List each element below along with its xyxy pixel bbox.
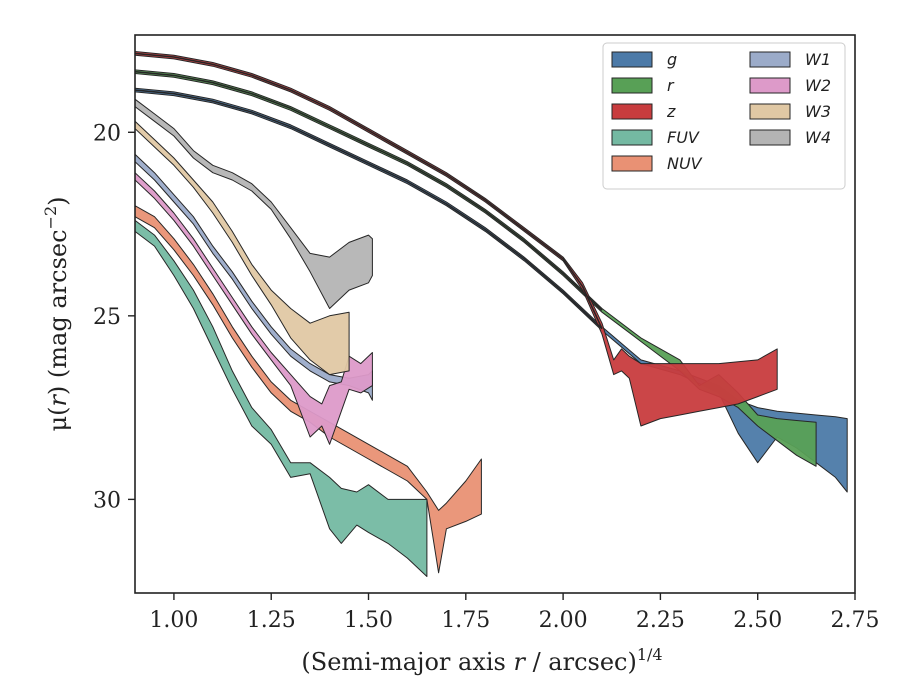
x-tick-label: 1.50 (344, 608, 393, 633)
legend: grz FUV NUV W1 W2 W3 W4 (602, 42, 846, 190)
profile-lines (135, 52, 603, 330)
y-axis-label: μ(r) (mag arcsec−2) (41, 196, 72, 431)
x-axis: 1.00 1.25 1.50 1.75 2.00 2.25 2.50 2.75 (149, 593, 879, 633)
profile-line-z (135, 52, 603, 330)
legend-swatch-w2 (749, 77, 791, 94)
profile-line-g (135, 89, 603, 330)
y-tick-label: 30 (93, 488, 121, 513)
x-axis-label: (Semi-major axis r / arcsec)1/4 (301, 645, 662, 676)
band-nuv (135, 205, 482, 574)
legend-label-nuv: NUV (667, 154, 703, 173)
legend-label-w1: W1 (805, 50, 831, 69)
x-tick-label: 1.25 (247, 608, 296, 633)
x-tick-label: 2.50 (733, 608, 782, 633)
band-w1 (135, 153, 373, 401)
band-z (135, 51, 778, 427)
legend-label-r: r (667, 76, 675, 95)
legend-swatch-fuv (611, 129, 653, 146)
band-g (135, 87, 848, 493)
legend-swatch-w1 (749, 51, 791, 68)
legend-swatch-nuv (611, 155, 653, 172)
legend-label-g: g (667, 50, 677, 69)
legend-label-z: z (666, 102, 676, 121)
y-axis: 20 25 30 (93, 121, 135, 513)
legend-swatch-w4 (749, 129, 791, 146)
x-tick-label: 2.00 (539, 608, 588, 633)
legend-swatch-w3 (749, 103, 791, 120)
band-w3 (135, 120, 350, 376)
x-tick-label: 1.75 (441, 608, 490, 633)
legend-swatch-r (611, 77, 653, 94)
legend-label-fuv: FUV (667, 128, 700, 147)
band-w4 (135, 98, 373, 309)
legend-swatch-g (611, 51, 653, 68)
y-tick-label: 20 (93, 121, 121, 146)
profile-line-r (135, 70, 603, 311)
legend-swatch-z (611, 103, 653, 120)
band-fuv (135, 219, 428, 577)
chart-bands (135, 51, 848, 577)
x-tick-label: 2.75 (831, 608, 880, 633)
y-tick-label: 25 (93, 305, 121, 330)
x-tick-label: 2.25 (636, 608, 685, 633)
plot-frame (134, 34, 856, 594)
legend-label-w3: W3 (805, 102, 831, 121)
legend-label-w4: W4 (805, 128, 831, 147)
band-r (135, 69, 817, 467)
legend-label-w2: W2 (805, 76, 831, 95)
x-tick-label: 1.00 (149, 608, 198, 633)
band-w2 (135, 172, 373, 445)
